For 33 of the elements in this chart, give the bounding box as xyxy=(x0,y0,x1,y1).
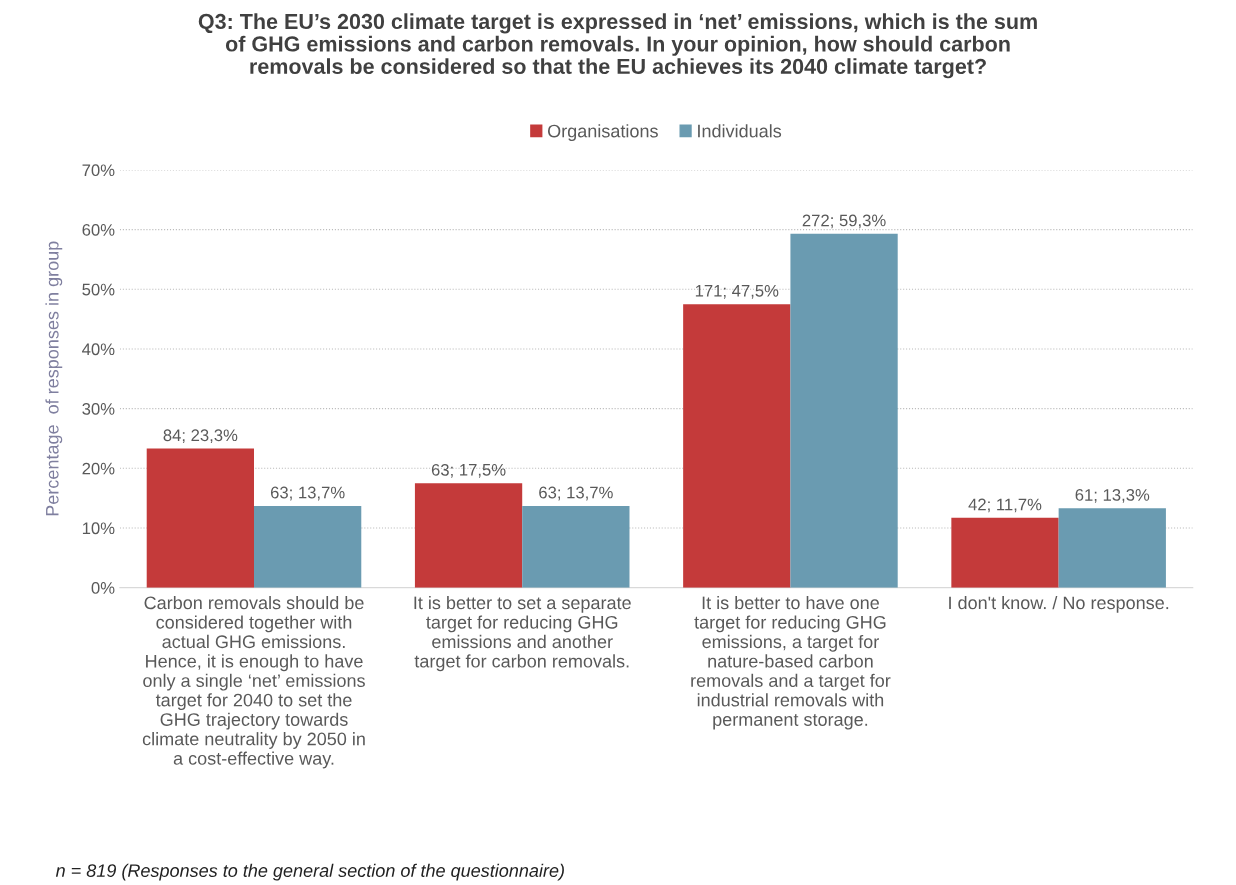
bar xyxy=(790,233,898,588)
y-tick-label: 0% xyxy=(91,582,115,594)
bar xyxy=(414,483,523,588)
x-tick-label: It is better to set a separate target for reducing GHG emissions and another target for carbon removals. xyxy=(414,595,631,672)
y-tick-label: 30% xyxy=(82,403,115,415)
y-tick-label: 70% xyxy=(82,164,115,177)
legend-label: Organisations xyxy=(547,124,658,142)
data-label: 63; 13,7% xyxy=(270,486,345,501)
x-tick-label: I don't know. / No response. xyxy=(949,595,1169,613)
bar xyxy=(683,304,791,588)
bar xyxy=(254,505,362,588)
bar xyxy=(1058,508,1166,588)
y-tick-label: 10% xyxy=(82,522,115,535)
bar xyxy=(146,448,254,588)
data-label: 84; 23,3% xyxy=(163,429,238,444)
bar xyxy=(951,517,1059,588)
y-tick-label: 50% xyxy=(82,283,115,296)
y-axis-title: Percentage of responses in group xyxy=(45,241,63,516)
data-label: 63; 17,5% xyxy=(431,463,506,478)
data-label: 61; 13,3% xyxy=(1075,489,1150,503)
bar xyxy=(522,505,630,588)
data-label: 171; 47,5% xyxy=(695,285,779,299)
category-label: Carbon removals should be considered together with actual GHG emissions. Hence, it is enough to have only a single ‘net’ emissions target for 2040 to set the GHG trajectory towards climate neutrality by 2050 in a cost-effective way. xyxy=(142,595,365,769)
chart-title: Q3: The EU’s 2030 climate target is expressed in ‘net’ emissions, which is the sum of GHG emissions and carbon removals. In your opinion, how should carbon removals be considered so that the EU achieves its 2040 climate target? xyxy=(198,13,1037,79)
data-label: 63; 13,7% xyxy=(539,486,613,501)
y-tick-label: 60% xyxy=(82,224,115,236)
text: n = 819 (Responses to the general section of the questionnaire) xyxy=(55,863,564,881)
y-tick-label: 40% xyxy=(82,343,115,356)
data-label: 42; 11,7% xyxy=(968,498,1042,513)
legend-label: Individuals xyxy=(698,124,782,138)
data-label: 272; 59,3% xyxy=(802,214,886,229)
y-tick-label: 20% xyxy=(82,462,115,475)
x-tick-label: It is better to have one target for reducing GHG emissions, a target for nature-based carbon removals and a target for industrial removals with permanent storage. xyxy=(691,595,891,730)
